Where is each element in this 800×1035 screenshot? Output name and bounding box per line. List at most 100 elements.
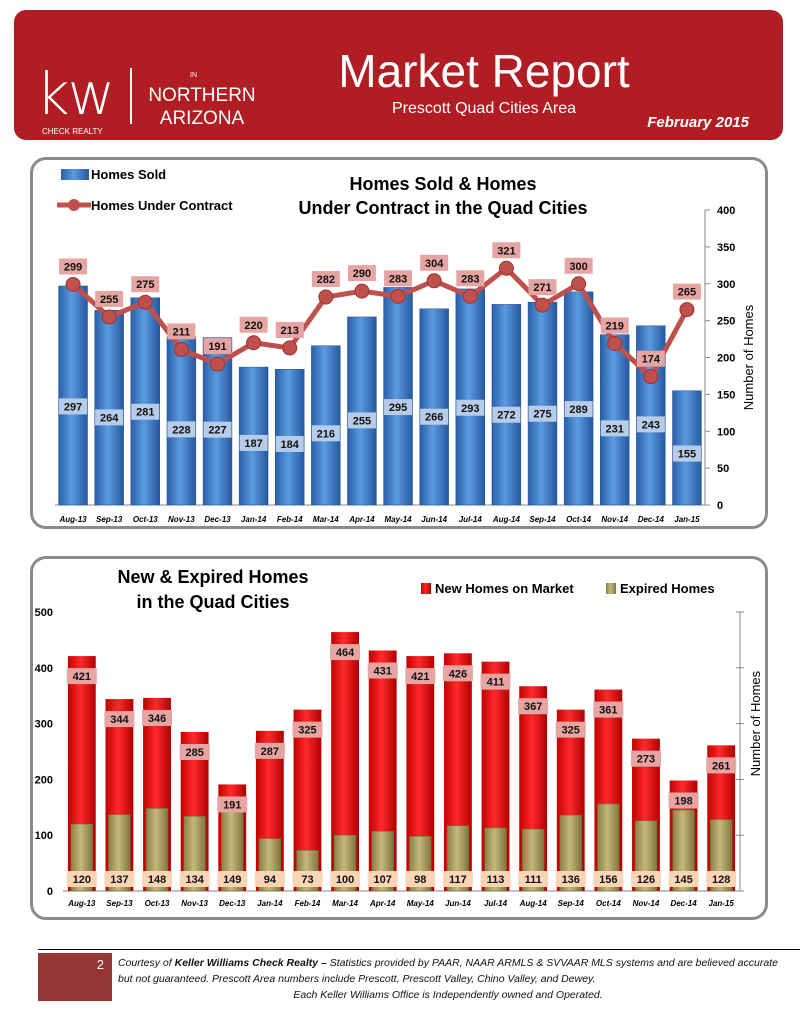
data-label-new-homes-bg [668,792,699,809]
y-tick-label: 150 [717,389,735,401]
point-under-contract [354,283,370,299]
data-label-expired-homes: 117 [449,874,467,886]
data-label-homes-sold-bg [311,425,340,442]
data-label-new-homes: 344 [110,714,129,726]
x-tick-label: Jul-14 [484,899,508,908]
data-label-expired-homes-bg [330,871,361,887]
data-label-new-homes-bg [104,711,135,728]
x-tick-label: May-14 [384,515,412,524]
x-tick-label: Nov-14 [633,899,660,908]
data-label-homes-sold: 184 [281,439,300,451]
bar-homes-sold [491,304,522,506]
x-tick-label: Nov-14 [601,515,628,524]
footer-disclaimer: Statistics provided by PAAR, NAAR ARMLS … [118,957,778,985]
data-label-expired-homes: 73 [301,874,313,886]
data-label-expired-homes-bg [555,871,586,887]
data-label-new-homes-bg [292,721,323,738]
data-label-homes-sold: 275 [533,409,551,421]
bar-expired-homes [597,803,620,892]
point-under-contract [101,309,117,325]
data-label-homes-sold: 297 [64,401,82,413]
data-label-homes-sold-bg [564,401,593,418]
x-tick-label: Aug-13 [67,899,96,908]
data-label-under-contract-bg [492,242,521,259]
data-label-under-contract: 220 [244,320,262,332]
data-label-new-homes-bg [66,668,97,685]
data-label-expired-homes-bg [593,871,624,887]
data-label-expired-homes-bg [518,871,549,887]
line-under-contract [71,264,690,381]
x-tick-label: Jan-15 [709,899,735,908]
point-under-contract [390,288,406,304]
x-tick-label: Dec-14 [638,515,665,524]
data-label-expired-homes-bg [254,871,285,887]
point-under-contract [210,356,225,372]
y-tick-label: 100 [717,426,735,438]
data-label-homes-sold-bg [203,421,232,438]
data-label-homes-sold-bg [59,398,88,415]
data-label-under-contract-bg [347,265,376,282]
chart-title-line2: in the Quad Cities [136,592,289,612]
chart-new-expired-box: 0 100 200 300 400 500 Number of Homes New & Exp… [30,556,768,920]
data-label-under-contract: 271 [533,282,551,294]
footer-company: Keller Williams Check Realty – [174,957,327,969]
x-tick-label: Apr-14 [369,899,396,908]
data-label-homes-sold-bg [275,435,304,452]
bar-homes-sold [166,336,197,506]
data-label-under-contract: 211 [173,326,191,338]
data-label-expired-homes-bg [630,871,661,887]
data-label-homes-sold-bg [636,416,665,433]
logo-in: IN [190,72,197,79]
x-tick-label: Oct-13 [145,899,170,908]
x-tick-label: Sep-14 [558,899,585,908]
page-subtitle: Prescott Quad Cities Area [391,100,577,117]
data-label-homes-sold: 281 [136,407,154,419]
x-tick-label: Aug-13 [58,515,87,524]
data-label-new-homes-bg [518,698,549,715]
bar-homes-sold [347,316,377,506]
y-tick-label: 200 [717,353,735,365]
data-label-under-contract-bg [311,271,340,288]
x-tick-label: Nov-13 [181,899,208,908]
data-label-under-contract: 304 [425,258,444,270]
x-tick-label: Nov-13 [168,515,195,524]
data-label-expired-homes-bg [442,871,473,887]
point-under-contract [679,302,695,318]
x-tick-label: Apr-14 [348,515,375,524]
x-tick-label: Dec-13 [204,515,231,524]
data-label-new-homes-bg [593,701,624,718]
data-label-under-contract: 282 [317,274,335,286]
data-label-expired-homes: 126 [637,874,655,886]
footer-divider [38,949,800,950]
y-tick-label: 500 [35,607,53,619]
point-under-contract [462,288,478,304]
data-label-new-homes-bg [405,668,436,685]
data-label-under-contract-bg [528,279,557,296]
data-label-homes-sold-bg [131,403,160,420]
legend-swatch-homes-sold [61,169,89,180]
data-label-under-contract-bg [456,270,485,287]
x-tick-label: Jan-14 [241,515,267,524]
data-label-homes-sold-bg [239,434,268,451]
data-label-under-contract: 300 [569,261,587,273]
data-label-homes-sold-bg [347,412,376,429]
data-label-homes-sold: 227 [208,425,226,437]
data-label-expired-homes-bg [668,871,699,887]
data-label-new-homes-bg [442,665,473,682]
x-tick-label: Oct-14 [566,515,591,524]
data-label-new-homes: 421 [73,671,91,683]
data-label-under-contract: 283 [461,273,479,285]
data-label-expired-homes-bg [66,871,97,887]
point-under-contract [246,335,262,351]
data-label-new-homes-bg [555,721,586,738]
x-tick-label: Jan-15 [674,515,700,524]
x-tick-label: Oct-14 [596,899,621,908]
data-label-under-contract-bg [564,257,593,274]
point-under-contract [173,341,189,357]
data-label-new-homes: 273 [637,754,655,766]
data-label-new-homes: 426 [449,668,467,680]
data-label-under-contract-bg [384,270,413,287]
bar-homes-sold [600,334,630,506]
data-label-homes-sold: 187 [244,438,262,450]
data-label-under-contract: 255 [100,294,118,306]
